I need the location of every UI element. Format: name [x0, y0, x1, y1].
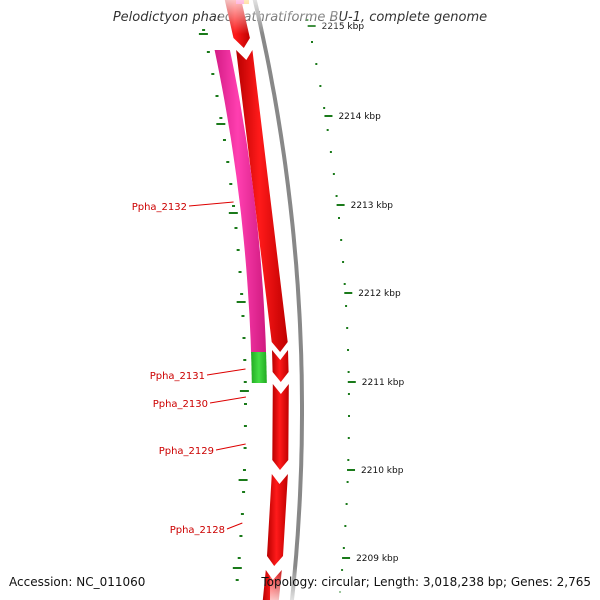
bottom-fade-overlay	[270, 566, 380, 600]
gene-arrow[interactable]	[236, 50, 288, 352]
scale-tick-label: 2214 kbp	[338, 112, 381, 122]
gene-ppha_2129[interactable]	[272, 384, 289, 470]
scale-tick-label: 2212 kbp	[358, 289, 401, 299]
gene-ppha_2132[interactable]	[214, 50, 266, 352]
scale-tick-label: 2215 kbp	[322, 22, 365, 32]
gene-label-leader	[209, 396, 247, 404]
gene-label[interactable]: Ppha_2132	[132, 202, 187, 213]
gene-label[interactable]: Ppha_2130	[153, 399, 208, 410]
gene-ppha_2130[interactable]	[272, 350, 289, 382]
genes-layer	[214, 0, 289, 600]
gene-ppha_2131[interactable]	[251, 352, 267, 383]
gene-label-leader	[215, 443, 246, 451]
gene-ppha_2128[interactable]	[267, 474, 288, 566]
backbone-layer	[252, 0, 304, 600]
gene-labels-layer: Ppha_2132 Ppha_2131 Ppha_2130 Ppha_2129 Ppha…	[132, 201, 247, 536]
gene-label-leader	[188, 201, 234, 207]
gene-label[interactable]: Ppha_2129	[159, 446, 214, 457]
gene-label[interactable]: Ppha_2128	[170, 525, 225, 536]
scale-tick-label: 2211 kbp	[362, 378, 405, 388]
top-fade-overlay	[220, 0, 340, 34]
accession-label: Accession: NC_011060	[9, 575, 146, 589]
scale-tick-label: 2213 kbp	[351, 201, 394, 211]
scale-tick-label: 2210 kbp	[361, 466, 404, 476]
topology-label: Topology: circular; Length: 3,018,238 bp…	[261, 575, 591, 589]
gene-label[interactable]: Ppha_2131	[150, 371, 205, 382]
scale-ticks-layer: 2215 kbp 2214 kbp 2213 kbp 2212 kbp 2211 kbp…	[198, 19, 405, 593]
gene-label-leader	[206, 368, 246, 376]
genome-backbone	[252, 0, 304, 600]
gene-label-leader	[226, 522, 243, 530]
scale-tick-label: 2209 kbp	[356, 554, 399, 564]
